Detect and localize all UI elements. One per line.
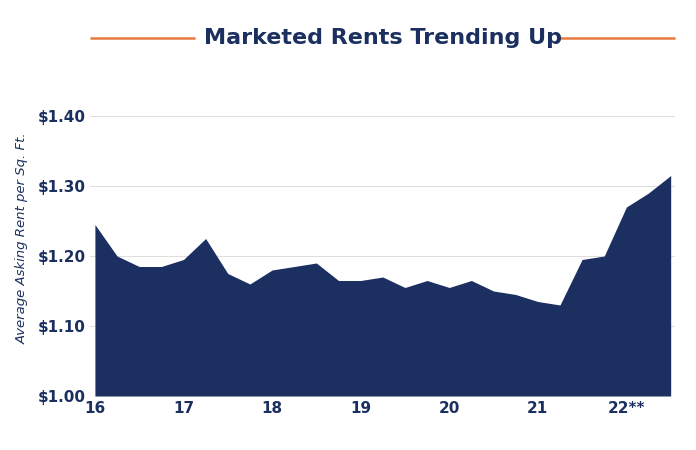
Text: Marketed Rents Trending Up: Marketed Rents Trending Up — [204, 28, 562, 48]
Y-axis label: Average Asking Rent per Sq. Ft.: Average Asking Rent per Sq. Ft. — [16, 133, 29, 344]
